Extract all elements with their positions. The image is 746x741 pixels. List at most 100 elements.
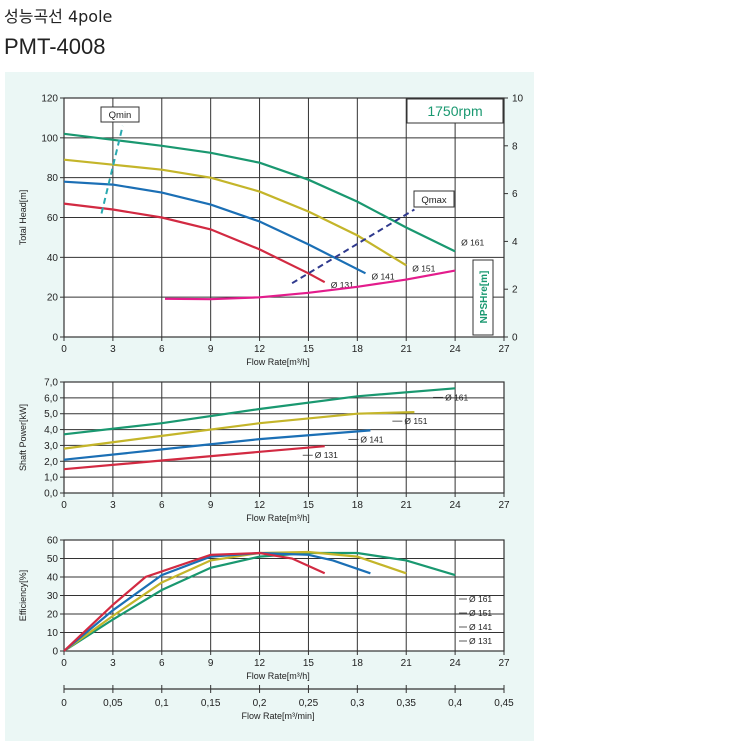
legend-item: Ø 131 <box>469 636 492 646</box>
y-tick-label: 60 <box>47 536 59 547</box>
series-label: Ø 161 <box>445 392 468 402</box>
y2-axis-label: NPSHre[m] <box>479 271 490 324</box>
x2-axis-label: Flow Rate[m³/min] <box>241 711 314 721</box>
power-curve-131 <box>63 445 325 471</box>
y-tick-label: 40 <box>47 253 59 264</box>
x-tick-label: 15 <box>303 500 315 511</box>
series-label: Ø 161 <box>461 237 484 247</box>
x-tick-label: 21 <box>401 344 413 355</box>
x-tick-label: 0 <box>61 500 67 511</box>
y-tick-label: 40 <box>47 573 59 584</box>
x2-tick-label: 0 <box>61 698 67 709</box>
y-tick-label: 100 <box>41 133 58 144</box>
x-tick-label: 12 <box>254 344 266 355</box>
x-tick-label: 18 <box>352 344 364 355</box>
y-axis-label: Efficiency[%] <box>18 570 28 621</box>
y-tick-label: 5,0 <box>44 409 58 420</box>
qmax-box <box>413 190 455 208</box>
y-tick-label: 120 <box>41 94 58 105</box>
y-tick-label: 60 <box>47 213 59 224</box>
y2-tick-label: 2 <box>512 285 518 296</box>
x-tick-label: 21 <box>401 500 413 511</box>
y2-tick-label: 6 <box>512 189 518 200</box>
x-axis-label: Flow Rate[m³/h] <box>246 513 310 523</box>
power-curve-151 <box>63 411 415 450</box>
legend-item: Ø 141 <box>469 622 492 632</box>
x2-tick-label: 0,35 <box>396 698 416 709</box>
power-curve-141 <box>63 429 371 461</box>
series-label: Ø 131 <box>315 450 338 460</box>
series-label: Ø 141 <box>371 271 394 281</box>
x-tick-label: 9 <box>208 500 214 511</box>
x-tick-label: 15 <box>303 344 315 355</box>
y-tick-label: 1,0 <box>44 473 58 484</box>
x-tick-label: 9 <box>208 658 214 669</box>
y-tick-label: 10 <box>47 628 59 639</box>
x-tick-label: 27 <box>498 500 510 511</box>
x-tick-label: 15 <box>303 658 315 669</box>
x-tick-label: 12 <box>254 658 266 669</box>
x-axis-label: Flow Rate[m³/h] <box>246 357 310 367</box>
series-label: Ø 151 <box>412 263 435 273</box>
legend-item: Ø 151 <box>469 608 492 618</box>
y2-tick-label: 10 <box>512 94 524 105</box>
y-tick-label: 6,0 <box>44 393 58 404</box>
head-curve-141 <box>63 180 366 275</box>
x2-tick-label: 0,45 <box>494 698 514 709</box>
x-tick-label: 24 <box>450 344 462 355</box>
y-tick-label: 0 <box>52 647 58 658</box>
npsh-curve <box>164 269 456 301</box>
page-heading: 성능곡선 4pole <box>4 7 113 26</box>
x-tick-label: 27 <box>498 658 510 669</box>
y-tick-label: 20 <box>47 293 59 304</box>
x2-tick-label: 0,3 <box>350 698 364 709</box>
efficiency-curve-161 <box>63 551 456 652</box>
y2-tick-label: 8 <box>512 141 518 152</box>
x2-tick-label: 0,4 <box>448 698 462 709</box>
y-axis-label: Shaft Power[kW] <box>18 404 28 471</box>
x-tick-label: 3 <box>110 500 116 511</box>
power-curve-161 <box>63 387 456 436</box>
y-tick-label: 50 <box>47 554 59 565</box>
series-label: Ø 151 <box>404 416 427 426</box>
x-tick-label: 3 <box>110 658 116 669</box>
x-tick-label: 0 <box>61 344 67 355</box>
x-tick-label: 21 <box>401 658 413 669</box>
x2-tick-label: 0,1 <box>155 698 169 709</box>
legend-item: Ø 161 <box>469 594 492 604</box>
y-tick-label: 30 <box>47 591 59 602</box>
x-tick-label: 24 <box>450 500 462 511</box>
head-curve-131 <box>63 202 326 284</box>
y-axis-label: Total Head[m] <box>18 190 28 246</box>
x2-tick-label: 0,05 <box>103 698 123 709</box>
x2-tick-label: 0,25 <box>299 698 319 709</box>
model-name: PMT-4008 <box>4 34 106 59</box>
y-tick-label: 2,0 <box>44 457 58 468</box>
x-tick-label: 18 <box>352 500 364 511</box>
x-tick-label: 3 <box>110 344 116 355</box>
rpm-box <box>406 98 504 124</box>
x2-tick-label: 0,15 <box>201 698 221 709</box>
x-axis-label: Flow Rate[m³/h] <box>246 671 310 681</box>
y-tick-label: 7,0 <box>44 378 58 389</box>
y2-tick-label: 4 <box>512 237 518 248</box>
x-tick-label: 0 <box>61 658 67 669</box>
npsh-label-box <box>472 259 494 336</box>
qmin-label: Qmin <box>109 110 132 121</box>
series-label: Ø 131 <box>331 280 354 290</box>
x2-tick-label: 0,2 <box>253 698 267 709</box>
rpm-label: 1750rpm <box>427 103 482 119</box>
y-tick-label: 4,0 <box>44 425 58 436</box>
efficiency-curve-131 <box>63 551 326 652</box>
series-label: Ø 141 <box>360 434 383 444</box>
efficiency-curve-151 <box>63 550 407 652</box>
x-tick-label: 6 <box>159 500 165 511</box>
y-tick-label: 20 <box>47 610 59 621</box>
x-tick-label: 24 <box>450 658 462 669</box>
head-curve-161 <box>63 132 456 253</box>
x-tick-label: 6 <box>159 658 165 669</box>
y2-tick-label: 0 <box>512 333 518 344</box>
x-tick-label: 6 <box>159 344 165 355</box>
qmax-line <box>291 208 415 285</box>
